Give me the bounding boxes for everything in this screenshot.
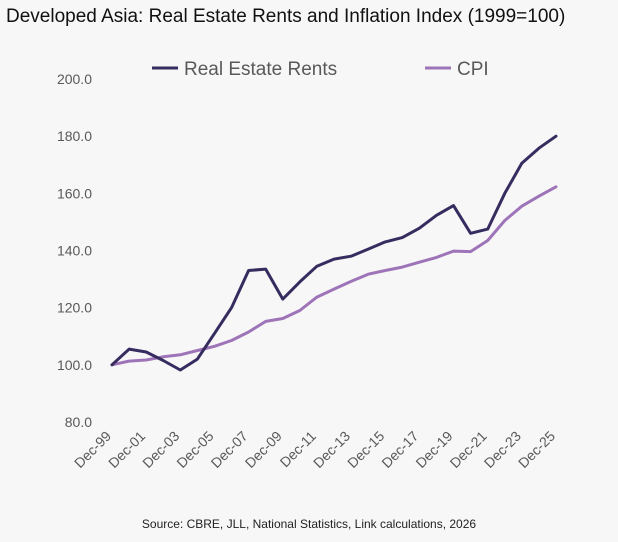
legend: Real Estate Rents CPI — [152, 59, 489, 80]
x-tick-label: Dec-17 — [378, 428, 421, 471]
x-tick-label: Dec-15 — [344, 428, 387, 471]
x-tick-label: Dec-13 — [310, 428, 353, 471]
x-tick-label: Dec-23 — [481, 428, 524, 471]
x-tick-label: Dec-05 — [173, 428, 216, 471]
y-axis: 80.0 100.0 120.0 140.0 160.0 180.0 200.0 — [57, 71, 92, 430]
y-tick-label: 180.0 — [57, 128, 92, 144]
x-tick-label: Dec-07 — [208, 428, 251, 471]
y-tick-label: 160.0 — [57, 185, 92, 201]
x-tick-label: Dec-09 — [242, 428, 285, 471]
x-tick-label: Dec-19 — [412, 428, 455, 471]
y-tick-label: 200.0 — [57, 71, 92, 87]
x-tick-label: Dec-25 — [515, 428, 558, 471]
series-line-1 — [110, 185, 558, 367]
x-tick-label: Dec-21 — [447, 428, 490, 471]
x-tick-label: Dec-01 — [105, 428, 148, 471]
y-tick-label: 120.0 — [57, 300, 92, 316]
legend-label: Real Estate Rents — [184, 59, 337, 80]
legend-label: CPI — [457, 59, 489, 80]
x-tick-label: Dec-99 — [71, 428, 114, 471]
y-tick-label: 140.0 — [57, 243, 92, 259]
plot-area — [110, 134, 558, 372]
chart-title: Developed Asia: Real Estate Rents and In… — [6, 6, 566, 27]
x-tick-label: Dec-03 — [139, 428, 182, 471]
series-line-0 — [110, 134, 558, 372]
source-note: Source: CBRE, JLL, National Statistics, … — [141, 517, 477, 531]
line-chart: Real Estate Rents CPI 80.0 100.0 120.0 140.0… — [57, 59, 558, 471]
y-tick-label: 100.0 — [57, 357, 92, 373]
y-tick-label: 80.0 — [65, 414, 92, 430]
